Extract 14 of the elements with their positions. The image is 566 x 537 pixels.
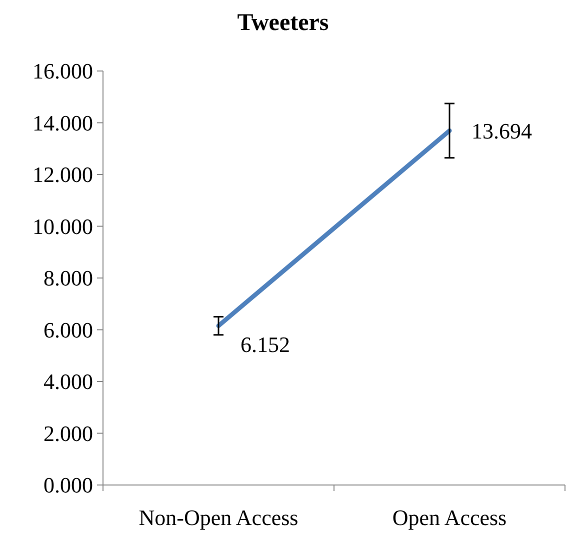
data-label: 6.152 bbox=[240, 332, 290, 357]
y-tick-label: 0.000 bbox=[44, 472, 93, 498]
y-tick-label: 6.000 bbox=[44, 317, 93, 342]
y-tick-label: 10.000 bbox=[32, 214, 93, 239]
y-tick-label: 14.000 bbox=[32, 110, 93, 136]
y-tick-label: 12.000 bbox=[32, 162, 93, 188]
x-tick-label: Open Access bbox=[392, 505, 507, 530]
y-tick-label: 8.000 bbox=[44, 266, 93, 291]
chart-title: Tweeters bbox=[237, 10, 329, 36]
y-tick-label: 2.000 bbox=[44, 420, 93, 446]
x-tick-label: Non-Open Access bbox=[138, 505, 298, 530]
y-tick-label: 4.000 bbox=[44, 369, 93, 394]
data-label: 13.694 bbox=[472, 118, 532, 144]
y-tick-label: 16.000 bbox=[32, 58, 93, 84]
